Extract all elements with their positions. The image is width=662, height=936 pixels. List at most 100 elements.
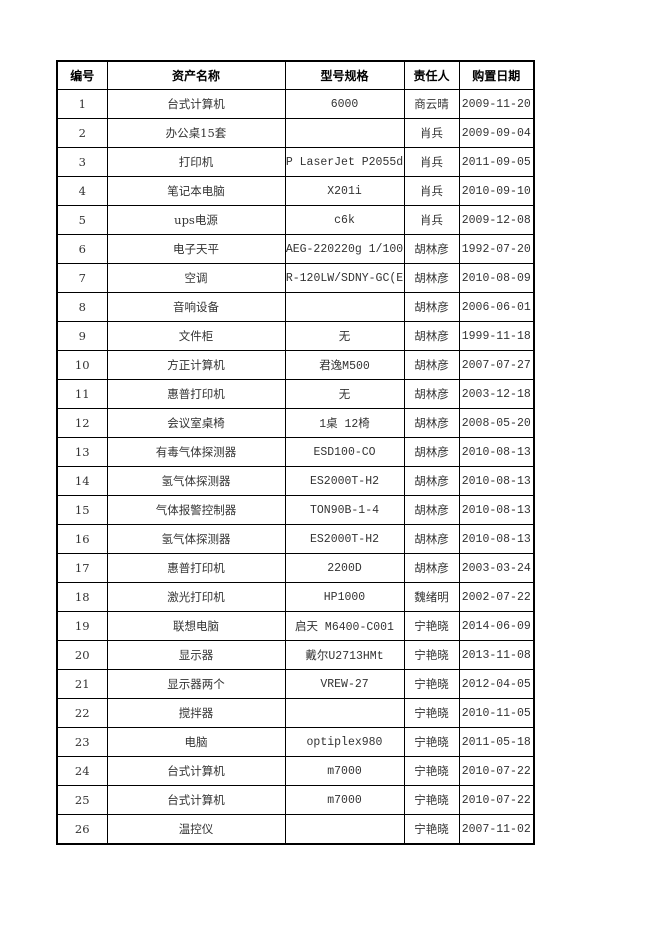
cell-owner: 胡林彦 [403, 466, 460, 496]
table-row: 12 会议室桌椅 1桌 12椅 胡林彦 2008-05-20 [56, 408, 535, 438]
cell-asset-name: 联想电脑 [106, 611, 286, 641]
cell-asset-name-text: 惠普打印机 [167, 387, 225, 401]
cell-model-text: optiplex980 [306, 735, 383, 749]
cell-purchase-date: 2002-07-22 [458, 582, 535, 612]
cell-id-text: 10 [74, 358, 90, 372]
cell-asset-name-text: 气体报警控制器 [155, 503, 237, 517]
cell-model-text: ES2000T-H2 [309, 532, 379, 546]
cell-id-text: 4 [78, 184, 86, 198]
cell-asset-name: 笔记本电脑 [106, 176, 286, 206]
cell-owner: 胡林彦 [403, 350, 460, 380]
cell-id: 4 [56, 176, 108, 206]
cell-model-text: FR-120LW/SDNY-GC(E1 [285, 271, 404, 285]
cell-owner-text: 宁艳晓 [414, 648, 449, 662]
cell-model: TON90B-1-4 [284, 495, 405, 525]
cell-asset-name: 台式计算机 [106, 89, 286, 119]
cell-owner-text: 宁艳晓 [414, 677, 449, 691]
cell-purchase-date: 2008-05-20 [458, 408, 535, 438]
cell-model-text: m7000 [327, 764, 362, 778]
cell-model: 2200D [284, 553, 405, 583]
cell-purchase-date: 2009-11-20 [458, 89, 535, 119]
cell-id-text: 3 [78, 155, 86, 169]
cell-owner-text: 宁艳晓 [414, 822, 449, 836]
cell-purchase-date: 2003-12-18 [458, 379, 535, 409]
cell-asset-name-text: 电子天平 [173, 242, 219, 256]
cell-asset-name: 温控仪 [106, 814, 286, 845]
cell-asset-name: 台式计算机 [106, 785, 286, 815]
table-row: 15 气体报警控制器 TON90B-1-4 胡林彦 2010-08-13 [56, 495, 535, 525]
cell-id: 3 [56, 147, 108, 177]
cell-asset-name-text: 笔记本电脑 [167, 184, 225, 198]
cell-purchase-date-text: 1999-11-18 [461, 329, 531, 343]
table-row: 10 方正计算机 君逸M500 胡林彦 2007-07-27 [56, 350, 535, 380]
cell-model: VREW-27 [284, 669, 405, 699]
cell-asset-name-text: 氢气体探测器 [161, 532, 231, 546]
table-row: 19 联想电脑 启天 M6400-C001 宁艳晓 2014-06-09 [56, 611, 535, 641]
table-row: 16 氢气体探测器 ES2000T-H2 胡林彦 2010-08-13 [56, 524, 535, 554]
cell-purchase-date-text: 2010-08-13 [461, 474, 531, 488]
cell-id-text: 18 [74, 590, 90, 604]
cell-purchase-date: 2007-11-02 [458, 814, 535, 845]
cell-model: HP1000 [284, 582, 405, 612]
cell-owner: 宁艳晓 [403, 611, 460, 641]
cell-model-text: 戴尔U2713HMt [305, 650, 384, 663]
cell-id-text: 2 [78, 126, 86, 140]
cell-model: 戴尔U2713HMt [284, 640, 405, 670]
cell-asset-name: 电脑 [106, 727, 286, 757]
cell-model-text: HP1000 [323, 590, 366, 604]
cell-id: 16 [56, 524, 108, 554]
cell-id-text: 22 [74, 706, 90, 720]
cell-id-text: 17 [74, 561, 90, 575]
cell-model: 无 [284, 379, 405, 409]
cell-model-text: 1桌 12椅 [319, 418, 370, 431]
table-row: 26 温控仪 宁艳晓 2007-11-02 [56, 814, 535, 845]
cell-asset-name-text: 电脑 [184, 735, 208, 749]
cell-model [284, 118, 405, 148]
cell-owner: 宁艳晓 [403, 785, 460, 815]
cell-purchase-date-text: 2009-12-08 [461, 213, 531, 227]
table-row: 5 ups电源 c6k 肖兵 2009-12-08 [56, 205, 535, 235]
table-row: 3 打印机 HP LaserJet P2055dn 肖兵 2011-09-05 [56, 147, 535, 177]
cell-purchase-date-text: 2009-11-20 [461, 97, 531, 111]
cell-owner-text: 肖兵 [420, 213, 443, 227]
cell-owner: 胡林彦 [403, 553, 460, 583]
cell-purchase-date: 2006-06-01 [458, 292, 535, 322]
cell-id: 10 [56, 350, 108, 380]
cell-asset-name: 空调 [106, 263, 286, 293]
cell-id: 2 [56, 118, 108, 148]
cell-owner-text: 胡林彦 [414, 300, 449, 314]
header-owner: 责任人 [403, 60, 460, 90]
cell-purchase-date: 1999-11-18 [458, 321, 535, 351]
cell-model-text: HP LaserJet P2055dn [285, 155, 404, 169]
cell-id: 26 [56, 814, 108, 845]
cell-owner-text: 胡林彦 [414, 329, 449, 343]
cell-owner-text: 胡林彦 [414, 242, 449, 256]
cell-owner-text: 宁艳晓 [414, 735, 449, 749]
cell-purchase-date: 2012-04-05 [458, 669, 535, 699]
cell-asset-name-text: 温控仪 [178, 822, 214, 836]
header-row: 编号 资产名称 型号规格 责任人 购置日期 [56, 60, 535, 90]
cell-asset-name: 显示器两个 [106, 669, 286, 699]
cell-purchase-date: 2010-11-05 [458, 698, 535, 728]
table-row: 22 搅拌器 宁艳晓 2010-11-05 [56, 698, 535, 728]
cell-id-text: 1 [78, 97, 86, 111]
cell-id: 17 [56, 553, 108, 583]
cell-asset-name: 音响设备 [106, 292, 286, 322]
cell-id: 12 [56, 408, 108, 438]
cell-model-text: 启天 M6400-C001 [295, 621, 394, 634]
table-row: 17 惠普打印机 2200D 胡林彦 2003-03-24 [56, 553, 535, 583]
cell-owner: 宁艳晓 [403, 727, 460, 757]
cell-owner-text: 宁艳晓 [414, 793, 449, 807]
cell-asset-name: ups电源 [106, 205, 286, 235]
cell-purchase-date-text: 2003-03-24 [461, 561, 531, 575]
cell-purchase-date: 2010-09-10 [458, 176, 535, 206]
cell-owner: 宁艳晓 [403, 814, 460, 845]
cell-owner: 宁艳晓 [403, 756, 460, 786]
asset-table: 编号 资产名称 型号规格 责任人 购置日期 1 台式计算机 6000 商云晴 2009-… [56, 60, 535, 845]
cell-asset-name: 氢气体探测器 [106, 466, 286, 496]
cell-asset-name: 文件柜 [106, 321, 286, 351]
cell-owner: 胡林彦 [403, 524, 460, 554]
cell-id: 18 [56, 582, 108, 612]
cell-purchase-date-text: 2010-08-13 [461, 445, 531, 459]
cell-owner-text: 胡林彦 [414, 561, 449, 575]
